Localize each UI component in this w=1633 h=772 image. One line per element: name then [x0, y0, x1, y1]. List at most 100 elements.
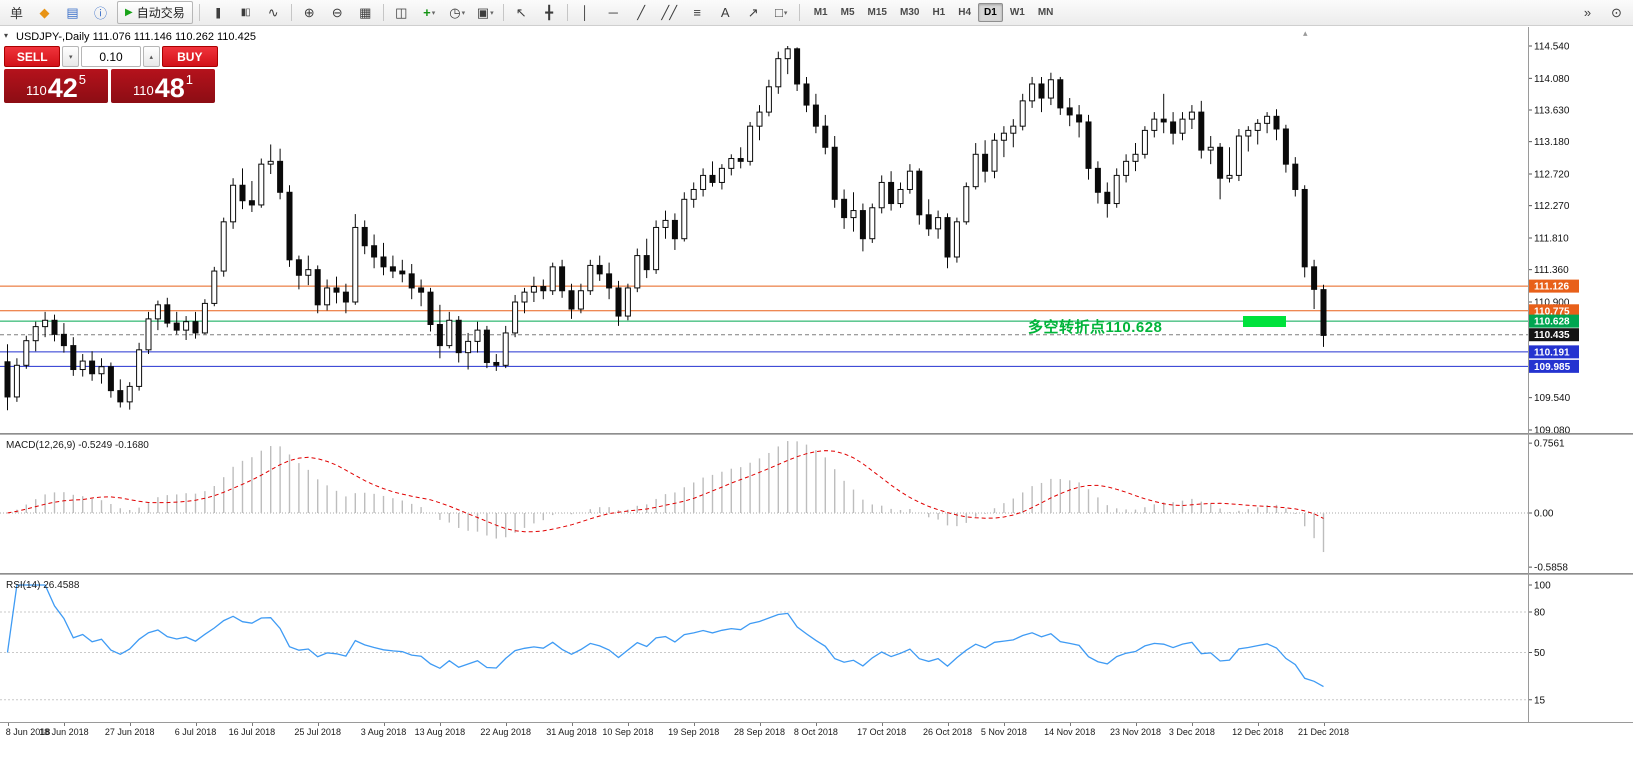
macd-label: MACD(12,26,9) -0.5249 -0.1680 — [6, 440, 149, 451]
zoom-in-button[interactable]: ⊕ — [303, 4, 315, 20]
crosshair-button[interactable]: ╋ — [545, 4, 554, 20]
toolbar-right-group: » ⊙ — [1574, 1, 1630, 24]
date-label: 6 Jul 2018 — [174, 727, 217, 737]
chart-collapse-icon[interactable]: ▾ — [4, 31, 9, 40]
date-label: 10 Sep 2018 — [602, 727, 654, 737]
lot-decrease-button[interactable]: ▾ — [62, 46, 79, 67]
timeframe-m5[interactable]: M5 — [840, 7, 855, 18]
cursor-button[interactable]: ↖ — [515, 4, 527, 20]
svg-text:113.630: 113.630 — [1534, 106, 1570, 117]
date-tick — [815, 723, 817, 726]
vertical-line-button[interactable]: │ — [581, 5, 590, 20]
panel-resize-handle[interactable] — [0, 433, 1633, 435]
rsi-axis-labels[interactable]: 100 80 50 15 — [1528, 581, 1551, 707]
text-tool-button[interactable]: A — [720, 5, 730, 20]
line-chart-button[interactable]: ∿ — [267, 4, 279, 20]
cascade-windows-button[interactable]: ◫ — [395, 4, 408, 20]
date-tick — [881, 723, 883, 726]
tile-windows-button[interactable]: ▦ — [359, 4, 372, 20]
timeframe-buttons: M1 M5 M15 M30 H1 H4 D1 W1 MN — [808, 3, 1060, 22]
rsi-chart[interactable]: 100 80 50 15 — [0, 576, 1633, 722]
panel-resize-handle[interactable] — [0, 573, 1633, 575]
sell-price-big: 42 — [47, 73, 78, 104]
lot-size-input[interactable] — [81, 46, 141, 67]
menu-button[interactable]: 单 — [9, 6, 23, 21]
timeframe-w1[interactable]: W1 — [1009, 7, 1025, 18]
price-axis-labels[interactable]: 114.540 114.080 113.630 113.180 112.720 112.2… — [1528, 42, 1571, 434]
date-label: 23 Nov 2018 — [1109, 727, 1162, 737]
rsi-level-lines — [0, 611, 1528, 701]
svg-text:110.775: 110.775 — [1534, 306, 1570, 317]
period-button[interactable]: ◷ ▾ — [444, 1, 471, 24]
chevron-down-icon: ▾ — [461, 9, 466, 17]
autotrading-button[interactable]: ▶ 自动交易 — [117, 1, 193, 24]
buy-price-pip: 1 — [185, 72, 193, 87]
date-label: 26 Oct 2018 — [922, 727, 973, 737]
rsi-label: RSI(14) 26.4588 — [6, 580, 80, 591]
svg-text:114.080: 114.080 — [1534, 74, 1570, 85]
arrow-tool-button[interactable]: ↗ — [747, 4, 759, 20]
toolbar-separator — [198, 4, 200, 21]
svg-text:110.900: 110.900 — [1534, 298, 1570, 309]
timeframe-h1[interactable]: H1 — [932, 7, 946, 18]
macd-chart[interactable]: 0.7561 0.00 -0.5858 — [0, 436, 1633, 573]
sell-button[interactable]: SELL — [4, 46, 61, 67]
timeframe-h4[interactable]: H4 — [958, 7, 972, 18]
channel-button[interactable]: ╱╱ — [661, 4, 678, 20]
shapes-button[interactable]: □ ▾ — [768, 1, 795, 24]
candlestick-chart-button[interactable]: ▮▯ — [240, 7, 251, 18]
date-label: 31 Aug 2018 — [546, 727, 597, 737]
chevron-down-icon: ▾ — [431, 9, 436, 17]
date-tick — [317, 723, 319, 726]
svg-text:110.191: 110.191 — [1534, 347, 1570, 358]
date-tick — [759, 723, 761, 726]
chevron-down-icon: ▾ — [490, 9, 494, 17]
trendline-button[interactable]: ╱ — [637, 4, 646, 20]
timeframe-m15[interactable]: M15 — [867, 7, 887, 18]
new-order-icon[interactable]: ◆ — [39, 4, 50, 20]
date-label: 3 Aug 2018 — [360, 727, 407, 737]
template-button[interactable]: ▣ ▾ — [472, 1, 499, 24]
buy-price-display[interactable]: 110 48 1 — [111, 69, 215, 103]
date-tick — [1323, 723, 1325, 726]
svg-text:109.985: 109.985 — [1534, 362, 1571, 373]
market-watch-icon[interactable]: ▤ — [66, 4, 79, 20]
timeframe-mn[interactable]: MN — [1037, 7, 1054, 18]
buy-button[interactable]: BUY — [161, 46, 218, 67]
buy-price-big: 48 — [154, 73, 185, 104]
macd-axis-labels[interactable]: 0.7561 0.00 -0.5858 — [1528, 439, 1568, 573]
chevron-down-icon: ▾ — [783, 9, 788, 17]
toolbar-separator — [502, 4, 504, 21]
one-click-trading-panel: SELL ▾ ▴ BUY 110 42 5 110 48 1 — [4, 46, 218, 103]
add-indicator-button[interactable]: + ▾ — [416, 1, 443, 24]
fibonacci-button[interactable]: ≡ — [693, 5, 702, 20]
pivot-highlight[interactable] — [1243, 316, 1286, 327]
info-icon[interactable]: ⓘ — [93, 6, 107, 21]
date-label: 25 Jul 2018 — [294, 727, 341, 737]
date-tick — [7, 723, 9, 726]
template-icon: ▣ — [476, 4, 490, 20]
zoom-out-button[interactable]: ⊖ — [331, 4, 343, 20]
lot-increase-button[interactable]: ▴ — [143, 46, 160, 67]
svg-text:114.540: 114.540 — [1534, 42, 1570, 53]
time-axis[interactable]: 8 Jun 2018 18 Jun 2018 27 Jun 2018 6 Jul 20… — [0, 723, 1633, 743]
chart-shift-marker[interactable]: ▴ — [1303, 28, 1308, 38]
toolbar-customize-button[interactable]: ⊙ — [1611, 4, 1622, 20]
sell-price-display[interactable]: 110 42 5 — [4, 69, 108, 103]
bar-chart-button[interactable]: ||| — [215, 6, 221, 19]
level-lines-layer[interactable] — [0, 285, 1528, 367]
horizontal-line-button[interactable]: ─ — [608, 5, 618, 20]
timeframe-m30[interactable]: M30 — [899, 7, 920, 18]
timeframe-d1[interactable]: D1 — [978, 3, 1003, 22]
price-chart[interactable]: 114.540 114.080 113.630 113.180 112.720 112.2… — [0, 27, 1633, 433]
svg-text:15: 15 — [1534, 695, 1546, 706]
pivot-annotation[interactable]: 多空转折点110.628 — [1028, 319, 1163, 336]
sell-price-prefix: 110 — [25, 83, 47, 98]
candles-layer[interactable] — [4, 46, 1327, 411]
autotrading-label: 自动交易 — [136, 6, 185, 20]
svg-text:113.180: 113.180 — [1534, 137, 1570, 148]
date-tick — [947, 723, 949, 726]
timeframe-m1[interactable]: M1 — [813, 7, 828, 18]
toolbar-overflow-button[interactable]: » — [1583, 5, 1592, 20]
